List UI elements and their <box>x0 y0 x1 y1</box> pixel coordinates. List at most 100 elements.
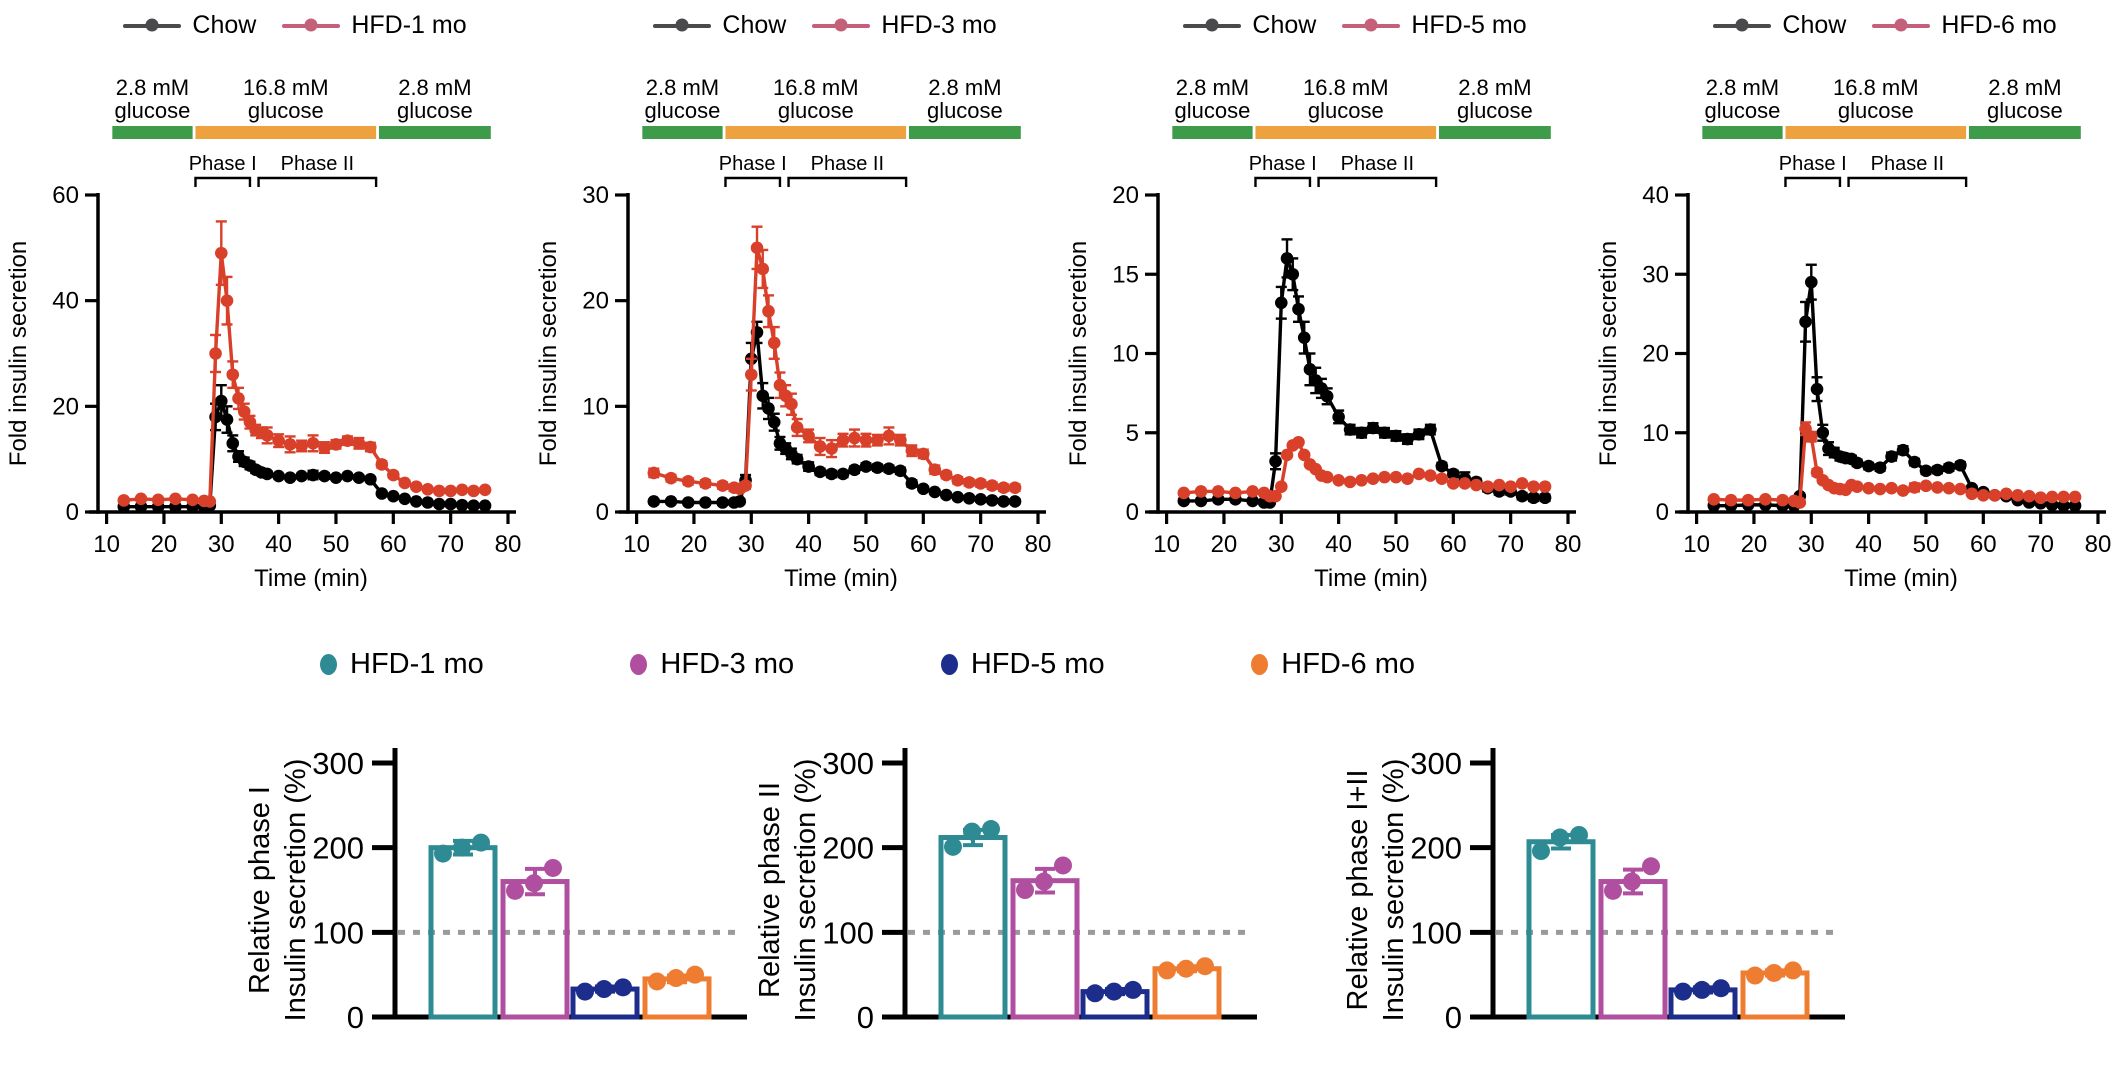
data-point <box>151 493 165 507</box>
data-point <box>329 438 343 451</box>
data-point <box>917 482 930 496</box>
svg-text:60: 60 <box>52 182 79 209</box>
svg-text:2.8 mM: 2.8 mM <box>1176 75 1249 100</box>
data-point <box>951 490 965 504</box>
data-point <box>1378 426 1391 440</box>
data-point <box>1343 423 1357 436</box>
data-point <box>375 458 389 471</box>
data-point <box>318 469 331 483</box>
data-point <box>1292 435 1305 449</box>
replicate-dot <box>544 858 562 877</box>
hfd-line-swatch <box>282 18 341 33</box>
series-hfd-1-mo <box>117 220 492 508</box>
svg-text:100: 100 <box>822 915 874 950</box>
svg-text:16.8 mM: 16.8 mM <box>773 75 859 100</box>
replicate-dot <box>506 881 524 900</box>
svg-text:10: 10 <box>623 531 650 558</box>
svg-text:40: 40 <box>265 531 292 558</box>
svg-text:Insulin secretion (%): Insulin secretion (%) <box>1378 759 1410 1022</box>
data-point <box>750 241 764 255</box>
svg-text:glucose: glucose <box>1838 98 1914 123</box>
replicate-dot <box>1035 872 1053 891</box>
data-point <box>1873 482 1887 496</box>
panel-legend-4: Chow HFD-6 mo <box>1590 0 2120 50</box>
svg-text:glucose: glucose <box>397 98 473 123</box>
data-point <box>1177 486 1191 500</box>
data-point <box>773 378 787 392</box>
bar-chart-svg-phase1: 0 100 200 300 Relative phase I Insulin secret… <box>244 746 747 1035</box>
data-point <box>871 433 884 447</box>
svg-text:Time (min): Time (min) <box>254 565 368 592</box>
phase-bracket <box>724 176 782 187</box>
svg-text:glucose: glucose <box>115 98 191 123</box>
data-point <box>1977 489 1990 502</box>
svg-text:0: 0 <box>857 1000 874 1035</box>
bottom-legend-label: HFD-1 mo <box>350 648 484 680</box>
data-point <box>1999 487 2013 501</box>
data-point <box>1412 428 1426 441</box>
glucose-bar <box>1172 126 1253 139</box>
svg-text:10: 10 <box>93 531 120 558</box>
svg-text:300: 300 <box>312 746 364 781</box>
data-point <box>1776 493 1789 507</box>
bar-hfd-3-mo <box>1598 857 1668 1020</box>
svg-text:Phase I: Phase I <box>1249 153 1317 175</box>
bar-hfd-1-mo <box>1526 825 1596 1020</box>
data-point <box>882 462 896 475</box>
svg-text:glucose: glucose <box>927 98 1003 123</box>
replicate-dot <box>472 833 490 852</box>
svg-text:20: 20 <box>1741 531 1768 558</box>
data-point <box>444 484 457 498</box>
data-point <box>1320 389 1334 403</box>
data-point <box>1515 477 1529 490</box>
data-point <box>1378 470 1391 484</box>
bottom-legend-label: HFD-6 mo <box>1281 648 1415 680</box>
data-point <box>733 495 747 508</box>
svg-text:70: 70 <box>967 531 994 558</box>
legend-dot-icon <box>304 18 318 32</box>
data-point <box>1919 464 1933 478</box>
svg-text:16.8 mM: 16.8 mM <box>1833 75 1919 100</box>
data-point <box>1424 469 1437 482</box>
data-point <box>871 461 884 474</box>
legend-label-chow: Chow <box>1252 10 1317 39</box>
data-point <box>398 492 412 506</box>
svg-text:70: 70 <box>1497 531 1524 558</box>
phase-brackets: Phase I Phase II <box>1249 153 1438 187</box>
replicate-dot <box>667 969 685 988</box>
legend-item-chow: Chow <box>1713 11 1846 40</box>
data-point <box>905 477 919 490</box>
data-point <box>318 441 331 454</box>
data-point <box>2057 499 2070 512</box>
data-point <box>1292 302 1305 316</box>
svg-text:Relative phase I+II: Relative phase I+II <box>1342 769 1374 1010</box>
data-point <box>1908 455 1921 469</box>
series-hfd-5-mo <box>1177 435 1552 503</box>
data-point <box>1724 493 1738 507</box>
bottom-legend: HFD-1 mo HFD-3 mo HFD-5 mo HFD-6 mo <box>320 648 1415 681</box>
data-point <box>409 480 423 493</box>
bar-chart-svg-phase1plus2: 0 100 200 300 Relative phase I+II Insulin sec… <box>1342 746 1845 1035</box>
svg-text:0: 0 <box>1656 499 1669 526</box>
svg-text:Fold insulin secretion: Fold insulin secretion <box>5 241 32 466</box>
glucose-bar <box>378 126 491 139</box>
data-point <box>1850 480 1864 493</box>
data-point <box>398 476 412 490</box>
data-point <box>1538 491 1552 505</box>
legend-dot-icon <box>1205 18 1219 32</box>
replicate-dot <box>1105 982 1123 1001</box>
svg-text:2.8 mM: 2.8 mM <box>1988 75 2061 100</box>
replicate-dot <box>944 837 962 856</box>
hfd5-dot-icon <box>940 654 958 675</box>
data-point <box>387 489 400 503</box>
svg-text:Phase II: Phase II <box>281 153 354 175</box>
legend-label-hfd: HFD-1 mo <box>351 10 467 39</box>
svg-text:60: 60 <box>1970 531 1997 558</box>
svg-text:glucose: glucose <box>778 98 854 123</box>
svg-text:30: 30 <box>208 531 235 558</box>
axes: 0 5 10 15 20 10 20 30 40 50 60 70 80 Time (min) Fold i… <box>1065 182 1581 592</box>
glucose-bar <box>642 126 723 139</box>
